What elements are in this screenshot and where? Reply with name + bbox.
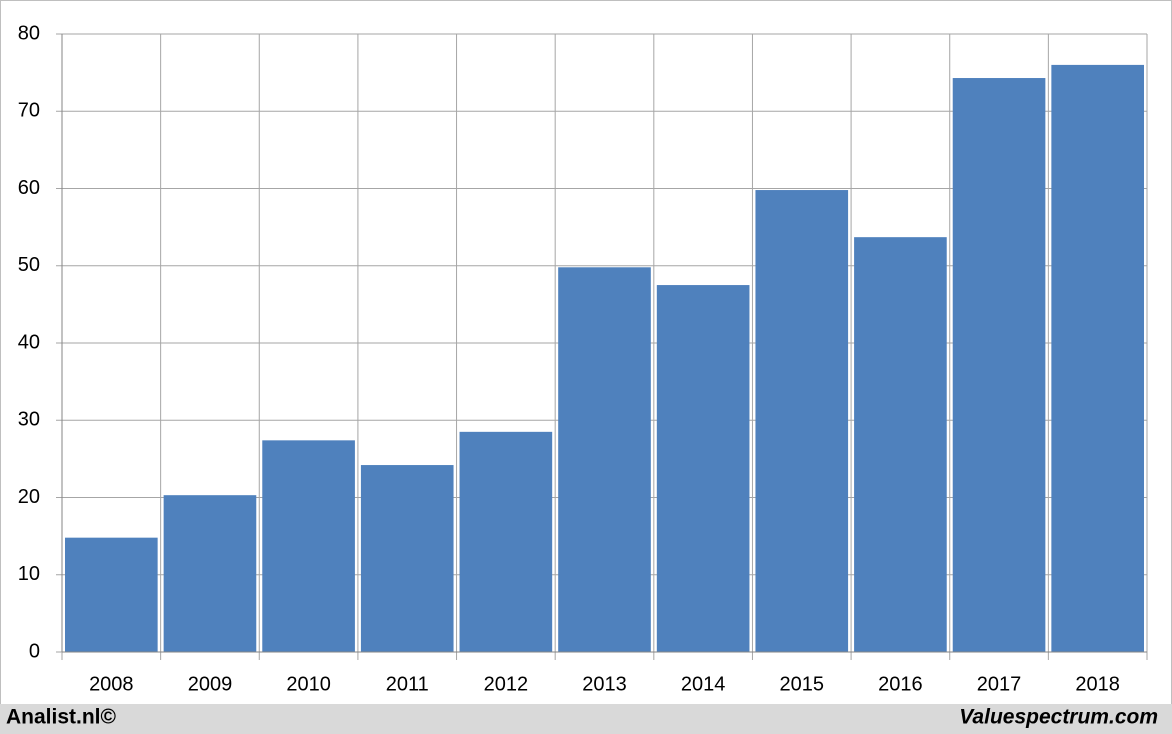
x-tick-label: 2011: [386, 673, 429, 695]
y-tick-label: 10: [18, 563, 40, 585]
y-tick-label: 40: [18, 331, 40, 353]
y-tick-label: 70: [18, 100, 40, 122]
bar: [656, 285, 750, 652]
y-tick-label: 30: [18, 409, 40, 431]
footer-right: Valuespectrum.com: [959, 706, 1158, 729]
bar: [952, 78, 1046, 653]
bar: [755, 190, 849, 653]
footer-band: [0, 704, 1172, 734]
bar: [262, 440, 355, 652]
y-tick-label: 0: [29, 640, 40, 662]
x-tick-label: 2008: [89, 673, 134, 695]
bar: [459, 431, 553, 652]
x-tick-label: 2014: [681, 673, 726, 695]
y-tick-label: 60: [18, 177, 40, 199]
x-tick-label: 2010: [286, 673, 331, 695]
bar: [360, 465, 454, 652]
y-tick-label: 20: [18, 486, 40, 508]
x-tick-label: 2015: [780, 673, 825, 695]
bar: [1051, 64, 1144, 652]
x-tick-label: 2012: [484, 673, 529, 695]
y-tick-label: 80: [18, 22, 40, 44]
bar: [65, 537, 158, 652]
x-tick-label: 2018: [1075, 673, 1120, 695]
bar: [558, 267, 651, 652]
footer-left: Analist.nl©: [6, 706, 117, 729]
x-tick-label: 2009: [188, 673, 233, 695]
x-tick-label: 2016: [878, 673, 923, 695]
x-tick-label: 2017: [977, 673, 1022, 695]
bar: [854, 237, 947, 653]
bar: [163, 495, 257, 652]
x-tick-label: 2013: [582, 673, 627, 695]
y-tick-label: 50: [18, 254, 40, 276]
